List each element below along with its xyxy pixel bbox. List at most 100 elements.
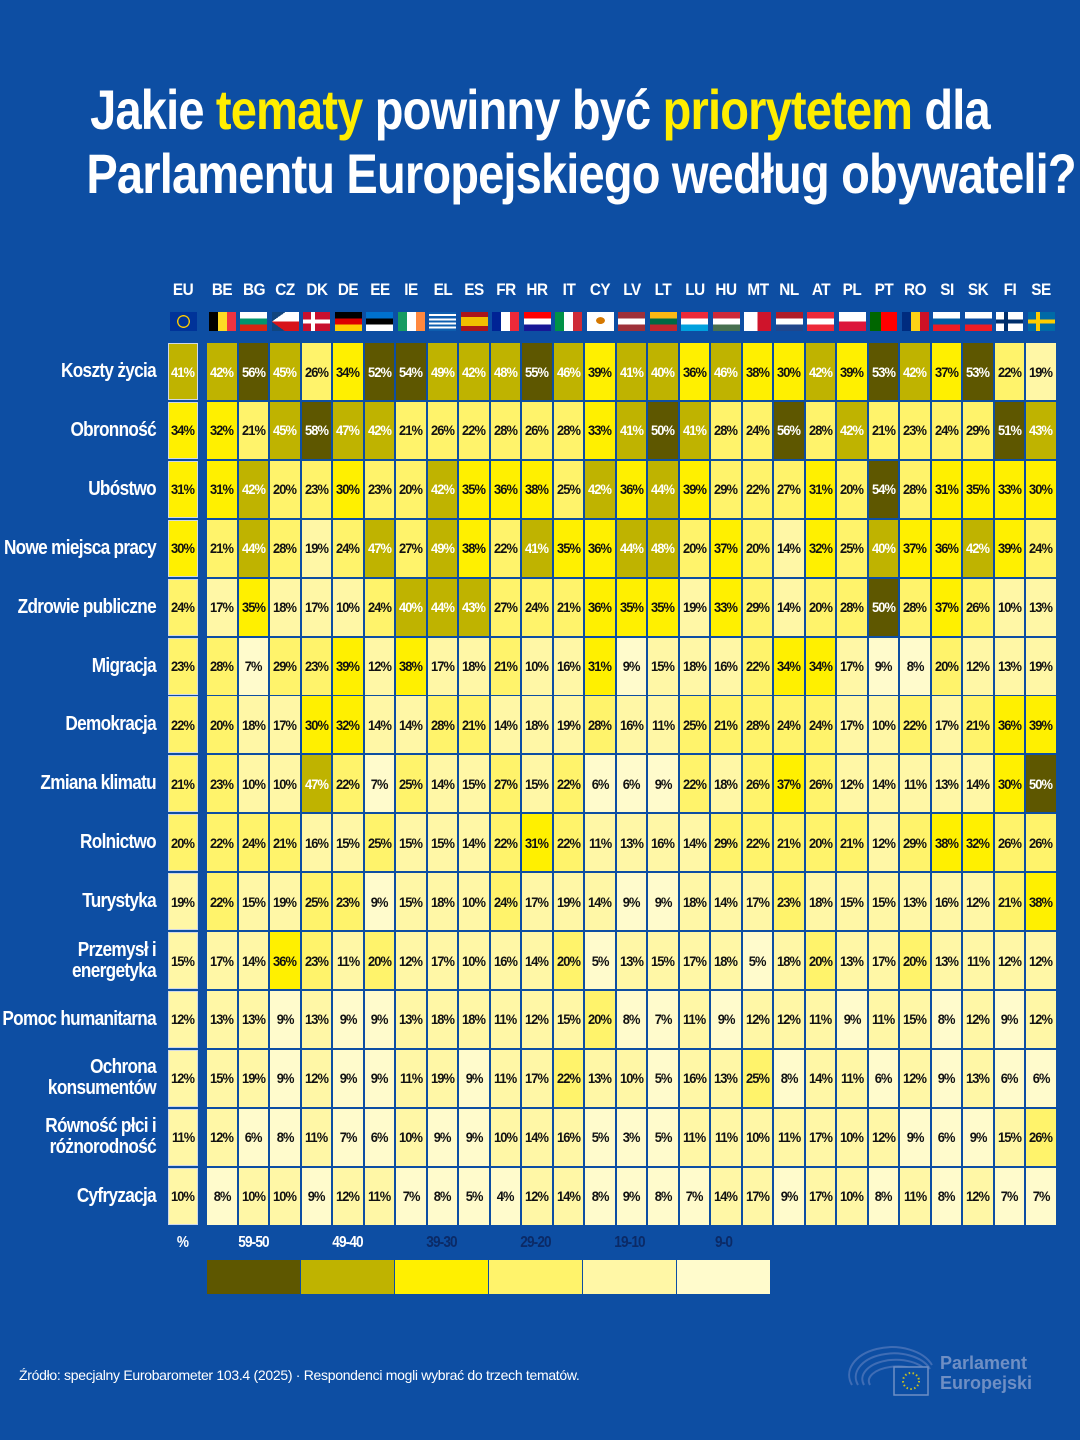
value-cell: 13%	[616, 932, 646, 989]
value-cell: 18%	[459, 637, 489, 695]
value-label: 8%	[433, 1188, 452, 1205]
value-label: 28%	[745, 716, 770, 733]
value-cell: 38%	[522, 460, 552, 518]
column-header-lv: LV	[622, 280, 641, 299]
value-label: 9%	[874, 658, 893, 674]
value-cell: 36%	[679, 343, 709, 400]
value-cell: 21%	[207, 519, 237, 577]
value-label: 42%	[903, 363, 927, 380]
column-header-be: BE	[211, 280, 233, 299]
value-cell: 7%	[679, 1167, 709, 1225]
value-label: 18%	[714, 775, 738, 792]
legend-bin-label: 39-30	[426, 1234, 457, 1251]
value-label: 36%	[619, 481, 644, 498]
flag-icon-lu	[681, 312, 708, 331]
value-cell: 12%	[963, 1167, 993, 1225]
flag-icon-de	[334, 312, 362, 331]
value-label: 6%	[937, 1129, 956, 1146]
value-cell: 11%	[805, 990, 835, 1048]
value-label: 22%	[556, 834, 581, 851]
value-cell: 37%	[711, 519, 741, 577]
value-cell: 36%	[270, 932, 300, 989]
value-label: 23%	[171, 658, 195, 674]
legend-unit-label: %	[176, 1234, 189, 1251]
value-cell: 54%	[868, 460, 898, 518]
value-label: 11%	[651, 716, 675, 733]
value-label: 25%	[304, 893, 329, 910]
value-cell: 32%	[805, 519, 835, 577]
value-label: 42%	[367, 422, 392, 439]
value-cell: 8%	[616, 990, 646, 1048]
value-label: 55%	[525, 363, 549, 380]
value-label: 12%	[525, 1011, 549, 1028]
value-cell: 49%	[427, 343, 457, 400]
legend-bin-label: 49-40	[332, 1234, 363, 1251]
row-label: Pomoc humanitarna	[2, 991, 156, 1048]
value-label: 14%	[966, 775, 990, 792]
value-label: 8%	[654, 1188, 672, 1205]
value-label: 12%	[367, 658, 392, 674]
value-cell: 11%	[364, 1167, 394, 1225]
value-label: 11%	[872, 1011, 895, 1028]
value-cell: 21%	[459, 696, 489, 754]
value-cell: 17%	[301, 578, 331, 636]
value-cell: 9%	[301, 1167, 331, 1225]
value-cell: 26%	[805, 755, 835, 813]
value-label: 18%	[808, 893, 833, 910]
value-label: 24%	[525, 599, 549, 616]
value-label: 13%	[934, 952, 959, 969]
value-cell: 9%	[900, 1108, 930, 1166]
value-label: 24%	[777, 716, 801, 733]
title-text: powinny być	[362, 78, 663, 141]
value-label: 18%	[462, 658, 486, 674]
value-cell: 18%	[427, 990, 457, 1048]
value-cell: 44%	[427, 578, 457, 636]
value-cell: 8%	[270, 1108, 300, 1166]
value-label: 43%	[462, 599, 486, 616]
value-cell: 13%	[900, 873, 930, 931]
flag-icon-el	[429, 312, 456, 331]
value-label: 23%	[304, 481, 329, 498]
flag-icon-sk	[964, 312, 992, 331]
value-cell: 20%	[805, 932, 835, 989]
value-label: 36%	[493, 481, 518, 498]
eu-value-cell: 21%	[168, 755, 198, 813]
value-label: 18%	[241, 716, 266, 733]
value-label: 13%	[304, 1011, 329, 1028]
value-cell: 29%	[900, 814, 930, 872]
flag-icon-lv	[618, 312, 645, 331]
value-cell: 10%	[616, 1049, 646, 1107]
value-cell: 15%	[396, 814, 426, 872]
legend-bin-label: 19-10	[614, 1234, 645, 1251]
value-cell: 8%	[900, 637, 930, 695]
legend-swatch	[489, 1260, 582, 1294]
value-cell: 7%	[333, 1108, 363, 1166]
value-cell: 24%	[774, 696, 804, 754]
value-cell: 13%	[207, 990, 237, 1048]
value-cell: 16%	[616, 696, 646, 754]
value-cell: 22%	[553, 1049, 583, 1107]
value-label: 17%	[525, 893, 549, 910]
value-cell: 8%	[648, 1167, 678, 1225]
value-label: 11%	[588, 834, 612, 851]
value-cell: 24%	[333, 519, 363, 577]
value-label: 8%	[874, 1188, 893, 1205]
legend-swatch	[207, 1260, 300, 1294]
value-cell: 38%	[396, 637, 426, 695]
value-label: 17%	[430, 658, 455, 674]
value-label: 14%	[399, 716, 423, 733]
value-cell: 25%	[553, 460, 583, 518]
value-cell: 14%	[711, 1167, 741, 1225]
value-cell: 17%	[805, 1108, 835, 1166]
value-label: 12%	[745, 1011, 770, 1028]
eu-value-cell: 34%	[168, 401, 198, 459]
value-label: 24%	[336, 540, 360, 557]
value-cell: 39%	[679, 460, 709, 518]
value-cell: 20%	[364, 932, 394, 989]
value-cell: 41%	[679, 401, 709, 459]
value-label: 38%	[525, 481, 549, 498]
value-label: 3%	[622, 1129, 641, 1146]
value-label: 22%	[903, 716, 927, 733]
value-label: 10%	[493, 1129, 518, 1146]
value-label: 35%	[651, 599, 675, 616]
